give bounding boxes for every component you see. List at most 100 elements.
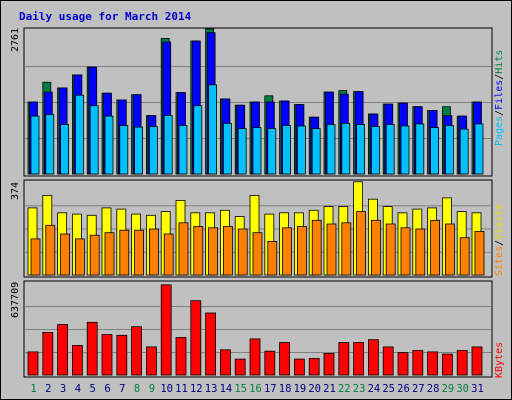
sites-bar-8 [134,229,145,276]
sites-bar-6 [104,232,115,276]
pages-bar-24 [370,126,380,175]
day-label-24: 24 [368,383,381,395]
day-label-25: 25 [382,383,395,395]
pages-bar-19 [296,125,306,175]
day-label-5: 5 [90,383,96,395]
pages-bar-5 [89,105,99,175]
pages-bar-27 [415,123,425,175]
day-label-14: 14 [220,383,233,395]
sites-bar-25 [385,223,396,276]
sites-bar-22 [341,222,352,276]
pages-bar-13 [208,84,218,175]
sites-bar-10 [163,233,174,276]
sites-bar-3 [60,233,70,276]
kbytes-bar-19 [293,358,305,376]
day-label-18: 18 [279,383,292,395]
sites-bar-30 [459,237,470,276]
day-label-28: 28 [427,383,440,395]
pages-bar-30 [459,128,469,175]
kbytes-bar-26 [397,352,409,376]
day-label-26: 26 [397,383,410,395]
sites-bar-17 [267,240,278,276]
pages-bar-16 [252,127,262,175]
kbytes-bar-27 [412,350,424,376]
kbytes-bar-3 [57,324,68,376]
kbytes-bar-17 [264,350,276,376]
bars-layer [27,28,485,376]
legend-pages: Pages [494,116,505,146]
sites-bar-16 [252,232,263,276]
pages-bar-11 [178,125,188,175]
kbytes-bar-16 [249,338,261,376]
kbytes-bar-5 [86,321,98,376]
legend-visits: Visits [494,204,505,240]
legend-sites-visits: Sites/Visits [494,204,505,276]
kbytes-bar-8 [131,326,143,376]
kbytes-bar-4 [72,344,83,376]
kbytes-bar-13 [205,312,217,376]
day-label-6: 6 [104,383,110,395]
kbytes-bar-7 [116,334,128,376]
kbytes-bar-29 [441,353,453,376]
day-label-3: 3 [60,383,66,395]
day-label-9: 9 [149,383,155,395]
kbytes-bar-24 [367,339,379,376]
legend-kbytes-wrap: KBytes [494,342,505,378]
day-label-15: 15 [234,383,247,395]
sites-bar-9 [148,228,159,276]
pages-bar-28 [430,127,440,175]
pages-bar-2 [45,114,55,175]
kbytes-bar-9 [145,346,157,376]
legend-sites: Sites [494,246,505,276]
legend-sep-1: / [494,110,505,116]
day-label-13: 13 [205,383,218,395]
pages-bar-18 [282,125,292,175]
day-label-30: 30 [456,383,469,395]
kbytes-bar-31 [471,346,483,376]
pages-bar-20 [311,128,321,175]
legend-files: Files [494,80,505,110]
legend-sep-3: / [494,240,505,246]
day-label-31: 31 [471,383,484,395]
sites-bar-13 [208,227,219,276]
kbytes-bar-30 [456,350,468,376]
sites-bar-7 [119,229,130,276]
day-label-12: 12 [190,383,203,395]
day-label-1: 1 [30,383,36,395]
sites-bar-20 [311,219,322,276]
day-label-4: 4 [75,383,81,395]
pages-bar-1 [30,115,40,175]
kbytes-bar-14 [219,349,231,376]
sites-bar-18 [282,227,293,276]
sites-bar-14 [222,226,233,276]
kbytes-bar-6 [101,334,113,376]
pages-bar-7 [119,125,129,175]
pages-bar-31 [474,123,484,175]
pages-bar-25 [385,124,395,175]
kbytes-bar-22 [338,342,350,376]
day-label-19: 19 [294,383,307,395]
day-label-21: 21 [323,383,336,395]
day-label-7: 7 [119,383,125,395]
day-label-20: 20 [308,383,321,395]
chart-title: Daily usage for March 2014 [19,10,192,23]
sites-bar-2 [45,224,56,276]
sites-bar-26 [400,227,411,276]
kbytes-bar-12 [190,300,202,376]
pages-bar-10 [163,115,173,175]
kbytes-bar-2 [42,331,54,376]
pages-bar-26 [400,125,410,175]
sites-bar-12 [193,226,204,276]
sites-bar-23 [356,211,367,276]
kbytes-bar-11 [175,337,187,376]
pages-bar-6 [104,115,114,175]
pages-bar-14 [222,123,232,175]
sites-bar-5 [89,234,100,276]
pages-bar-21 [326,124,336,175]
sites-bar-29 [444,223,455,276]
y-max-label-kbytes: 637709 [10,282,21,318]
day-label-2: 2 [45,383,51,395]
y-max-label-visits: 374 [10,182,21,200]
sites-bar-11 [178,222,189,276]
